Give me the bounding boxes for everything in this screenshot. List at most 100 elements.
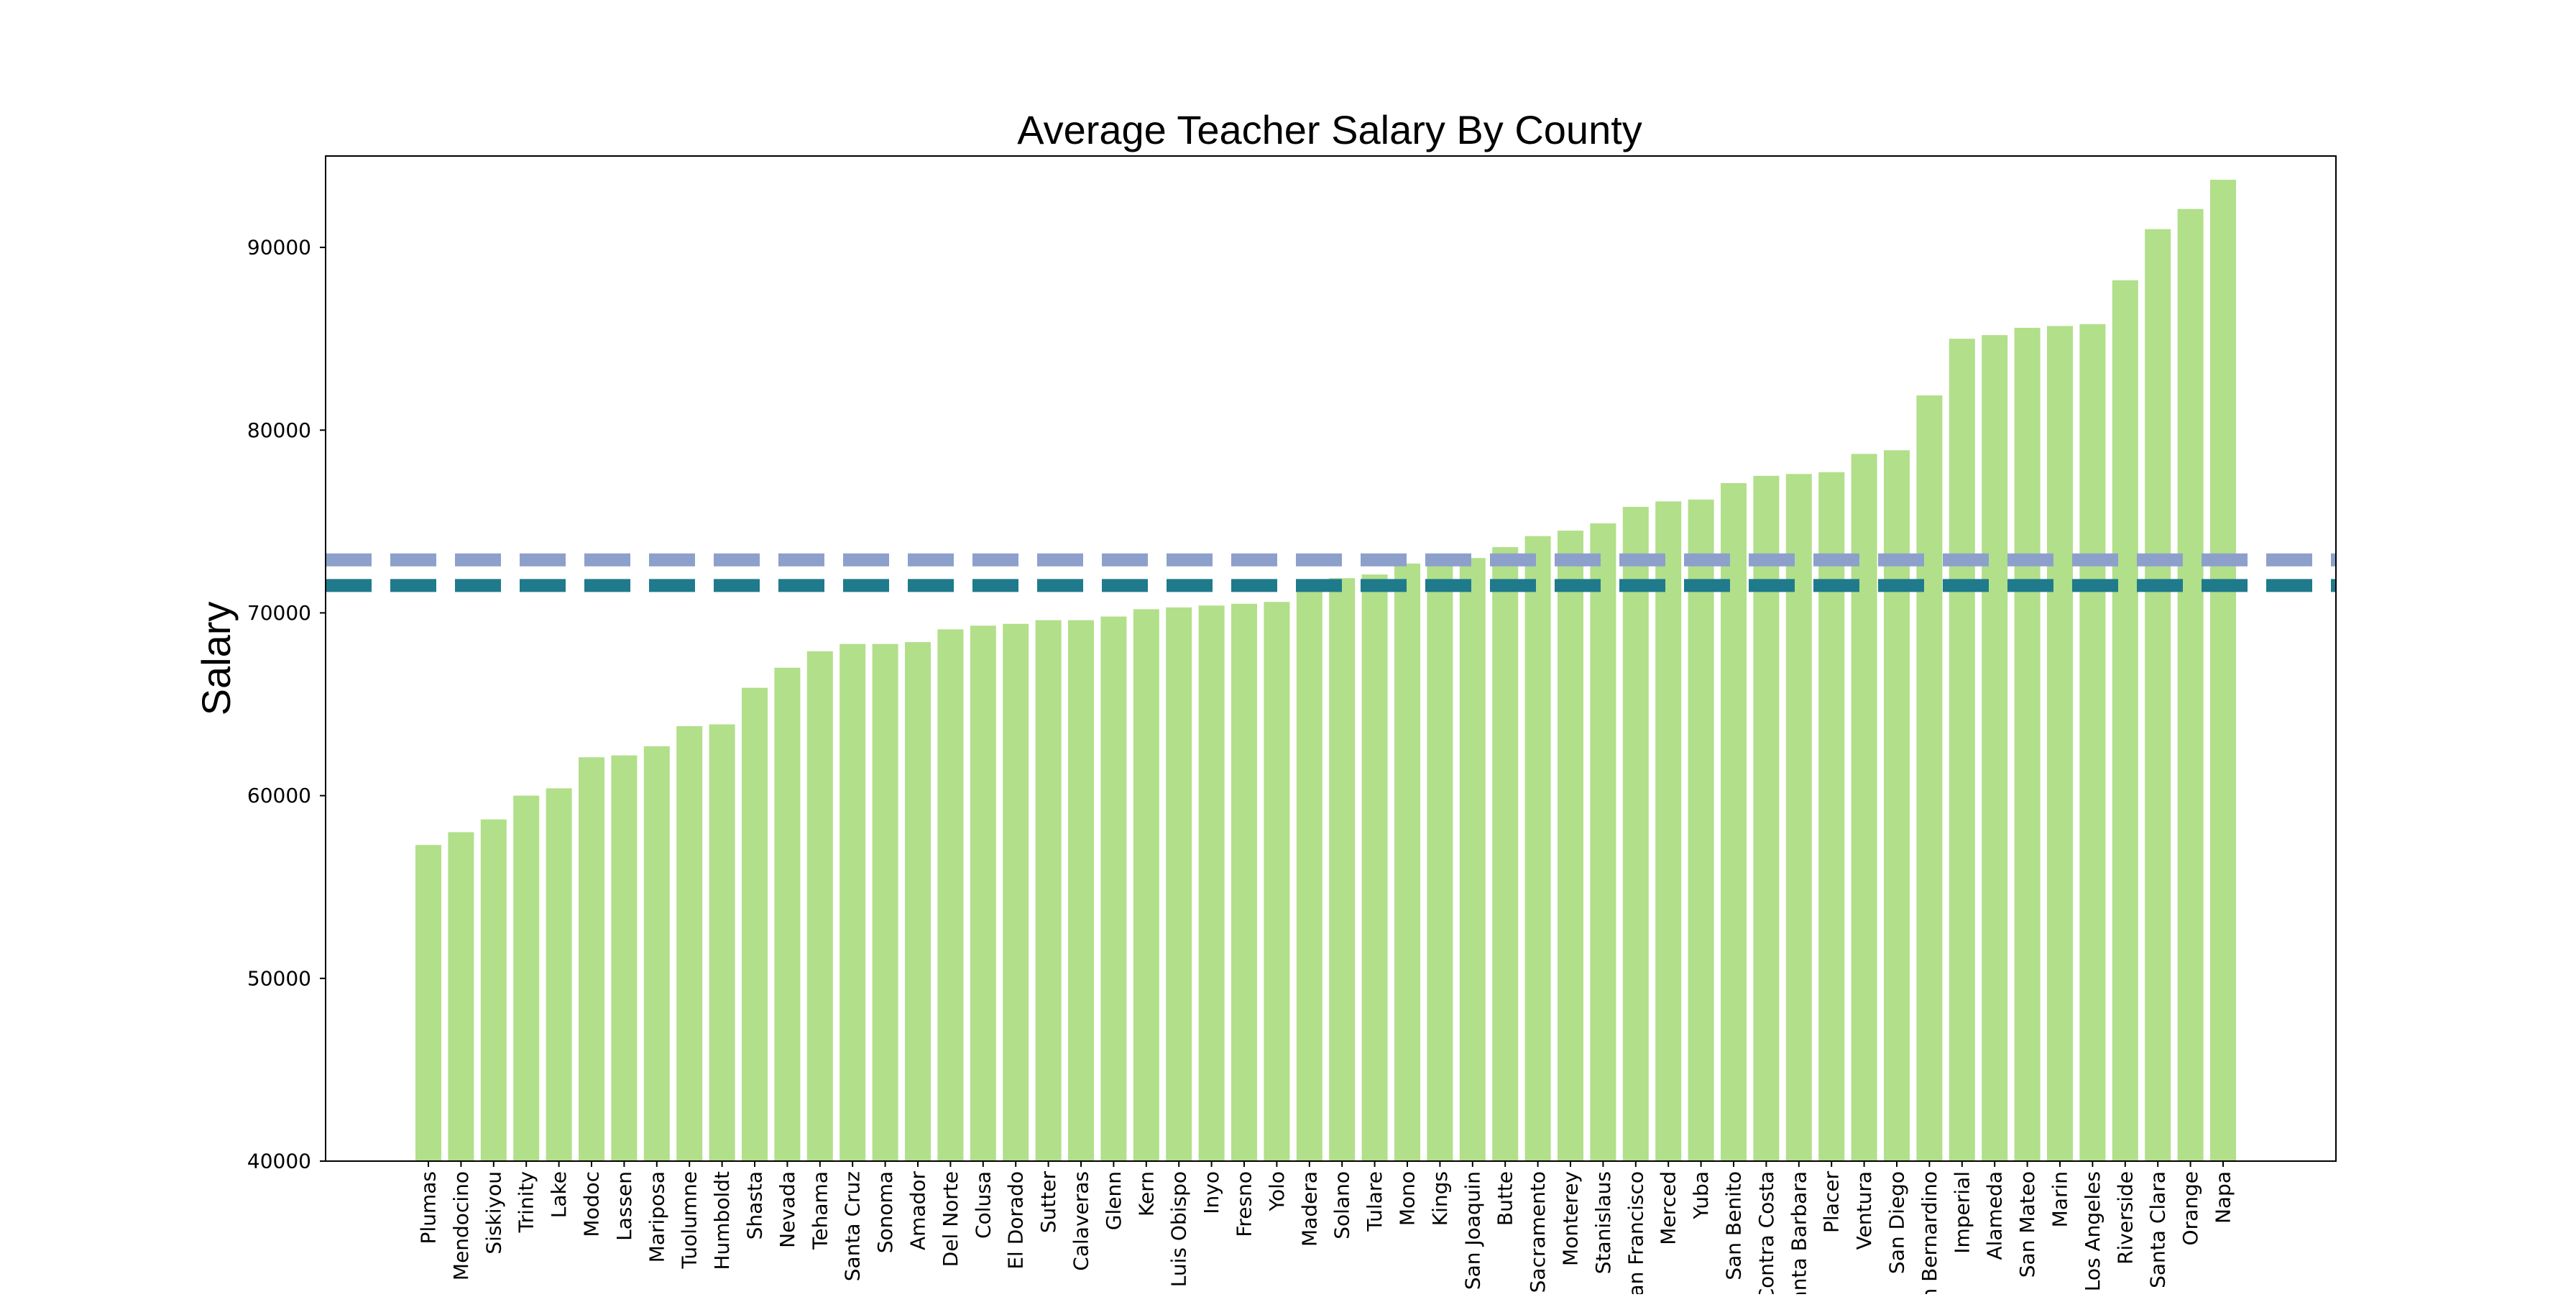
x-tick-label: Del Norte [939, 1171, 962, 1267]
bar-napa [2210, 180, 2236, 1161]
bar-amador [905, 642, 931, 1161]
x-tick-label: Glenn [1102, 1171, 1126, 1230]
x-tick-label: Kings [1428, 1171, 1452, 1226]
x-tick-label: San Luis Obispo [1167, 1171, 1191, 1294]
bar-sutter [1035, 620, 1062, 1161]
x-tick-label: Santa Clara [2146, 1171, 2170, 1288]
x-tick-label: Colusa [971, 1171, 995, 1239]
bar-merced [1655, 501, 1682, 1161]
x-tick-label: Yuba [1689, 1171, 1713, 1220]
x-tick-label: Shasta [743, 1171, 767, 1239]
bar-san-benito [1721, 482, 1747, 1161]
y-tick-label: 40000 [247, 1150, 311, 1173]
x-tick-label: Monterey [1559, 1171, 1583, 1266]
x-tick-label: Imperial [1950, 1171, 1974, 1254]
bar-san-francisco [1622, 507, 1649, 1161]
x-tick-label: Riverside [2113, 1171, 2137, 1265]
bar-tulare [1361, 574, 1388, 1161]
x-tick-label: Modoc [580, 1171, 604, 1237]
bar-san-bernardino [1916, 395, 1943, 1161]
x-tick-label: Merced [1657, 1171, 1680, 1245]
bar-butte [1492, 546, 1519, 1161]
bar-madera [1296, 579, 1322, 1161]
x-tick-label: Inyo [1200, 1171, 1223, 1214]
bar-glenn [1100, 616, 1127, 1161]
x-tick-label: Madera [1297, 1171, 1321, 1247]
x-tick-label: Humboldt [710, 1171, 734, 1270]
y-tick-label: 80000 [247, 418, 311, 442]
x-tick-label: Stanislaus [1591, 1171, 1615, 1274]
y-tick-label: 60000 [247, 784, 311, 807]
x-tick-label: Calaveras [1070, 1171, 1093, 1271]
bar-siskiyou [480, 819, 507, 1161]
x-tick-label: Trinity [515, 1171, 538, 1233]
y-axis: 40000 50000 60000 70000 80000 90000 [247, 236, 326, 1173]
x-tick-label: Mono [1396, 1171, 1420, 1226]
bar-kern [1133, 609, 1159, 1161]
x-tick-label: Alameda [1983, 1171, 2007, 1260]
x-tick-label: Mendocino [449, 1171, 473, 1280]
x-tick-label: Solano [1330, 1171, 1354, 1239]
bar-santa-cruz [840, 643, 866, 1161]
x-tick-label: Lake [547, 1171, 571, 1218]
bar-san-luis-obispo [1166, 607, 1192, 1161]
bar-ventura [1851, 454, 1877, 1161]
x-axis: Plumas Mendocino Siskiyou Trinity Lake Modoc L… [417, 1161, 2235, 1297]
chart-title: Average Teacher Salary By County [1017, 107, 1642, 152]
x-tick-label: Napa [2212, 1171, 2235, 1224]
y-tick-label: 50000 [247, 966, 311, 990]
x-tick-label: Mariposa [645, 1171, 668, 1262]
x-tick-label: Butte [1494, 1171, 1517, 1226]
x-tick-label: Sutter [1036, 1171, 1060, 1234]
x-tick-label: Nevada [776, 1171, 799, 1248]
bar-tuolumne [676, 726, 703, 1161]
bar-stanislaus [1590, 523, 1616, 1161]
bar-san-diego [1884, 450, 1910, 1161]
bar-plumas [415, 845, 441, 1161]
bar-monterey [1558, 531, 1583, 1161]
plot-frame [325, 155, 2337, 1162]
x-tick-label: Tulare [1363, 1171, 1386, 1232]
bar-modoc [579, 757, 604, 1161]
bar-alameda [1982, 335, 2008, 1162]
x-tick-label: Lassen [612, 1171, 636, 1241]
bar-imperial [1949, 339, 1975, 1161]
x-tick-label: Contra Costa [1754, 1171, 1778, 1294]
bar-san-joaquin [1459, 558, 1486, 1161]
y-axis-label: Salary [193, 602, 239, 716]
bar-trinity [513, 795, 540, 1161]
bar-marin [2047, 326, 2073, 1161]
bar-yolo [1264, 602, 1290, 1161]
x-tick-label: Plumas [417, 1171, 441, 1244]
x-tick-label: Tehama [808, 1171, 832, 1250]
bar-los-angeles [2079, 324, 2106, 1161]
x-tick-label: Fresno [1233, 1171, 1256, 1237]
reference-lines-layer [326, 553, 2336, 592]
bar-santa-clara [2145, 229, 2171, 1161]
x-tick-label: Amador [906, 1171, 930, 1250]
x-tick-label: San Diego [1885, 1171, 1909, 1274]
bar-kings [1427, 559, 1453, 1161]
x-tick-label: Yolo [1265, 1171, 1289, 1211]
bar-sacramento [1524, 536, 1551, 1161]
bar-placer [1818, 472, 1845, 1161]
x-tick-label: San Bernardino [1918, 1171, 1941, 1294]
bar-humboldt [709, 724, 735, 1161]
x-tick-label: Siskiyou [482, 1171, 505, 1255]
bar-nevada [774, 667, 801, 1161]
x-tick-label: San Francisco [1624, 1171, 1647, 1294]
bar-inyo [1198, 605, 1225, 1161]
x-tick-label: Placer [1820, 1171, 1844, 1233]
x-tick-label: Kern [1134, 1171, 1158, 1216]
bar-fresno [1231, 603, 1257, 1161]
bar-riverside [2112, 280, 2138, 1161]
bar-mariposa [643, 746, 670, 1161]
x-tick-label: Los Angeles [2081, 1171, 2104, 1291]
bar-lake [546, 788, 572, 1161]
bars-layer [415, 180, 2236, 1162]
bar-sonoma [872, 643, 898, 1161]
x-tick-label: Marin [2048, 1171, 2072, 1227]
x-tick-label: Orange [2179, 1171, 2202, 1245]
x-tick-label: Sacramento [1526, 1171, 1550, 1293]
